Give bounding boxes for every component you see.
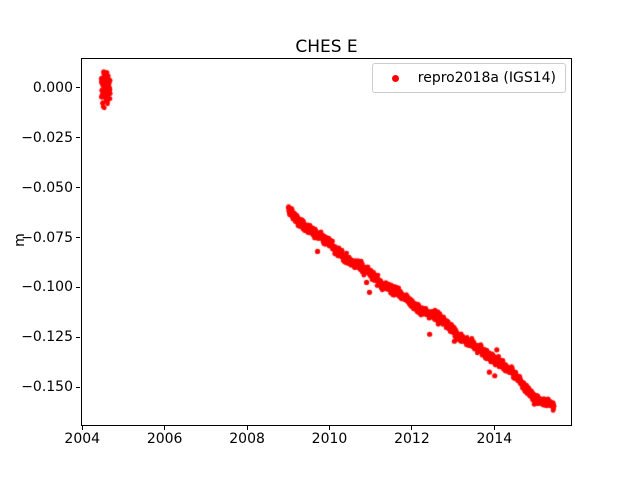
red-dot-marker-icon (392, 74, 400, 82)
y-tick-label: −0.125 (21, 329, 73, 346)
legend-label: repro2018a (IGS14) (417, 70, 556, 86)
x-tick-label: 2008 (229, 431, 265, 447)
y-tick-label: 0.000 (32, 79, 73, 96)
legend-handle (382, 74, 410, 82)
x-tick-label: 2010 (311, 431, 348, 447)
y-tick-label: −0.075 (21, 229, 73, 246)
y-tick-label: −0.100 (21, 279, 73, 296)
y-tick-label: −0.025 (21, 129, 73, 146)
y-tick-label: −0.050 (21, 179, 73, 196)
x-tick-label: 2012 (394, 431, 430, 447)
x-tick-mark (329, 426, 330, 430)
x-tick-mark (246, 426, 248, 430)
legend-box: repro2018a (IGS14) (371, 63, 566, 93)
x-tick-mark (164, 426, 166, 430)
y-tick-mark (76, 137, 80, 139)
y-tick-mark (76, 286, 80, 288)
y-tick-mark (76, 87, 80, 89)
y-tick-mark (76, 237, 80, 238)
x-tick-label: 2004 (64, 431, 101, 447)
y-tick-mark (76, 187, 80, 189)
x-tick-label: 2014 (476, 431, 513, 447)
y-tick-mark (76, 336, 80, 338)
y-tick-label: −0.150 (21, 379, 73, 396)
x-tick-mark (493, 426, 495, 430)
x-tick-mark (81, 426, 83, 430)
x-tick-label: 2006 (146, 431, 183, 447)
y-tick-mark (76, 386, 80, 388)
x-tick-mark (411, 426, 413, 430)
